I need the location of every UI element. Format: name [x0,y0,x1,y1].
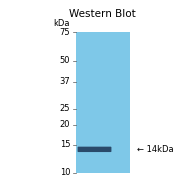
FancyBboxPatch shape [76,32,130,173]
Text: Western Blot: Western Blot [69,9,136,19]
Text: 37: 37 [59,77,70,86]
Text: 25: 25 [60,104,70,113]
Text: 15: 15 [60,140,70,149]
Text: 75: 75 [60,28,70,37]
Text: ← 14kDa: ← 14kDa [137,145,173,154]
Text: 10: 10 [60,168,70,177]
FancyBboxPatch shape [78,147,111,152]
Text: 20: 20 [60,120,70,129]
Text: 50: 50 [60,56,70,65]
Text: kDa: kDa [54,19,70,28]
